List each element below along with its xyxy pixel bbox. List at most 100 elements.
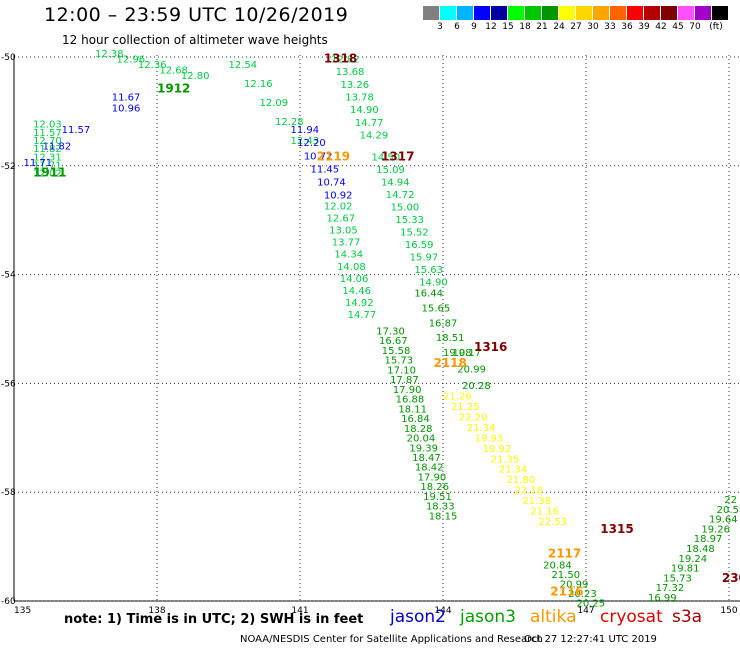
swh-value: 19.08	[443, 348, 472, 359]
swh-value: 13.68	[336, 67, 365, 78]
pass-number-label: 2117	[548, 546, 581, 560]
swh-value: 10.72	[304, 151, 333, 162]
swh-value: 16.67	[379, 336, 408, 347]
swh-value: 21.80	[507, 475, 536, 486]
swh-value: 16.84	[401, 414, 430, 425]
swh-value: 14.06	[340, 274, 369, 285]
lon-tick-label: 138	[148, 606, 165, 616]
swh-value: 14.50	[372, 152, 401, 163]
swh-value: 12.31	[33, 152, 62, 163]
lat-tick-label: -58	[1, 488, 16, 498]
swh-value: 16.99	[648, 593, 677, 604]
color-swatch	[610, 6, 627, 20]
swh-value: 12.36	[138, 60, 167, 71]
color-scale-tick: 9	[471, 22, 477, 32]
swh-value: 18.48	[686, 544, 715, 555]
swh-value: 20.5	[717, 505, 739, 516]
swh-value: 10.92	[324, 190, 353, 201]
color-swatch	[559, 6, 576, 20]
swh-value: 17.32	[656, 583, 685, 594]
swh-value: 14.92	[345, 298, 374, 309]
color-swatch	[457, 6, 474, 20]
swh-value: 18.51	[436, 333, 465, 344]
color-scale-tick: 12	[485, 22, 497, 32]
pass-number-label: 1318	[324, 51, 357, 65]
swh-value: 16.44	[414, 288, 443, 299]
swh-value: 17.30	[376, 326, 405, 337]
swh-value: 18.47	[412, 453, 441, 464]
swh-value: 19.92	[483, 444, 512, 455]
swh-value: 12.03	[33, 120, 62, 131]
swh-value: 14.90	[419, 277, 448, 288]
color-swatch	[491, 6, 508, 20]
swh-value: 12.82	[331, 54, 360, 65]
swh-value: 22.16	[515, 486, 544, 497]
color-swatch	[525, 6, 542, 20]
color-scale-tick: 33	[604, 22, 616, 32]
swh-value: 19.24	[678, 554, 707, 565]
color-scale-tick: 70	[689, 22, 701, 32]
swh-value: 12.20	[297, 138, 326, 149]
color-swatch	[576, 6, 593, 20]
swh-value: 18.15	[429, 511, 458, 522]
swh-value: 17.10	[387, 365, 416, 376]
color-scale-tick: 3	[437, 22, 443, 32]
lon-tick-label: 144	[434, 606, 451, 616]
lon-tick-label: 150	[720, 606, 737, 616]
swh-value: 14.29	[360, 131, 389, 142]
swh-value: 12.54	[229, 60, 258, 71]
pass-number-label: 1315	[600, 522, 633, 536]
color-swatch	[695, 6, 712, 20]
swh-value: 20.28	[462, 381, 491, 392]
swh-value: 22.20	[459, 413, 488, 424]
color-swatch	[593, 6, 610, 20]
swh-value: 16.88	[396, 395, 425, 406]
swh-value: 15.58	[382, 346, 411, 357]
page-subtitle: 12 hour collection of altimeter wave hei…	[62, 33, 328, 47]
swh-value: 18.97	[694, 534, 723, 545]
color-scale-tick: 24	[553, 22, 565, 32]
swh-value: 14.72	[386, 190, 415, 201]
swh-value: 17.90	[393, 385, 422, 396]
swh-value: 12.28	[275, 117, 304, 128]
swh-value: 19.93	[475, 433, 504, 444]
swh-value: 13.26	[341, 80, 370, 91]
swh-value: 12.70	[33, 136, 62, 147]
lat-tick-label: -56	[1, 379, 16, 389]
swh-value: 21.38	[522, 496, 551, 507]
swh-value: 14.94	[381, 177, 410, 188]
swh-value: 14.08	[337, 262, 366, 273]
swh-value: 11.82	[43, 141, 72, 152]
page-title: 12:00 – 23:59 UTC 10/26/2019	[44, 4, 349, 26]
legend-altika: altika	[530, 607, 577, 627]
legend-cryosat: cryosat	[600, 607, 663, 627]
pass-number-label: 2119	[317, 149, 350, 163]
swh-value: 15.33	[395, 215, 424, 226]
color-scale-bar	[423, 6, 729, 20]
legend-jason2: jason2	[390, 607, 446, 627]
color-swatch	[678, 6, 695, 20]
swh-value: 19.64	[709, 515, 738, 526]
swh-value: 12.43	[290, 136, 319, 147]
legend-s3a: s3a	[672, 607, 703, 627]
lon-tick-label: 147	[577, 606, 594, 616]
swh-value: 14.90	[350, 105, 379, 116]
pass-number-label: 230	[722, 571, 740, 585]
lon-tick-label: 141	[291, 606, 308, 616]
swh-value: 11.45	[310, 164, 339, 175]
swh-value: 11.71	[24, 158, 53, 169]
swh-value: 17.87	[390, 375, 419, 386]
swh-value: 12.16	[244, 79, 273, 90]
color-swatch	[661, 6, 678, 20]
swh-value: 17.90	[418, 472, 447, 483]
swh-value: 11.71	[33, 161, 62, 172]
lat-tick-label: -54	[1, 271, 16, 281]
pass-number-label: 1912	[157, 81, 190, 95]
note-text: note: 1) Time is in UTC; 2) SWH is in fe…	[64, 612, 364, 627]
swh-value: 11.82	[33, 144, 62, 155]
swh-value: 21.50	[551, 570, 580, 581]
swh-value: 12.68	[159, 65, 188, 76]
color-swatch	[627, 6, 644, 20]
color-swatch	[440, 6, 457, 20]
swh-value: 18.28	[404, 424, 433, 435]
